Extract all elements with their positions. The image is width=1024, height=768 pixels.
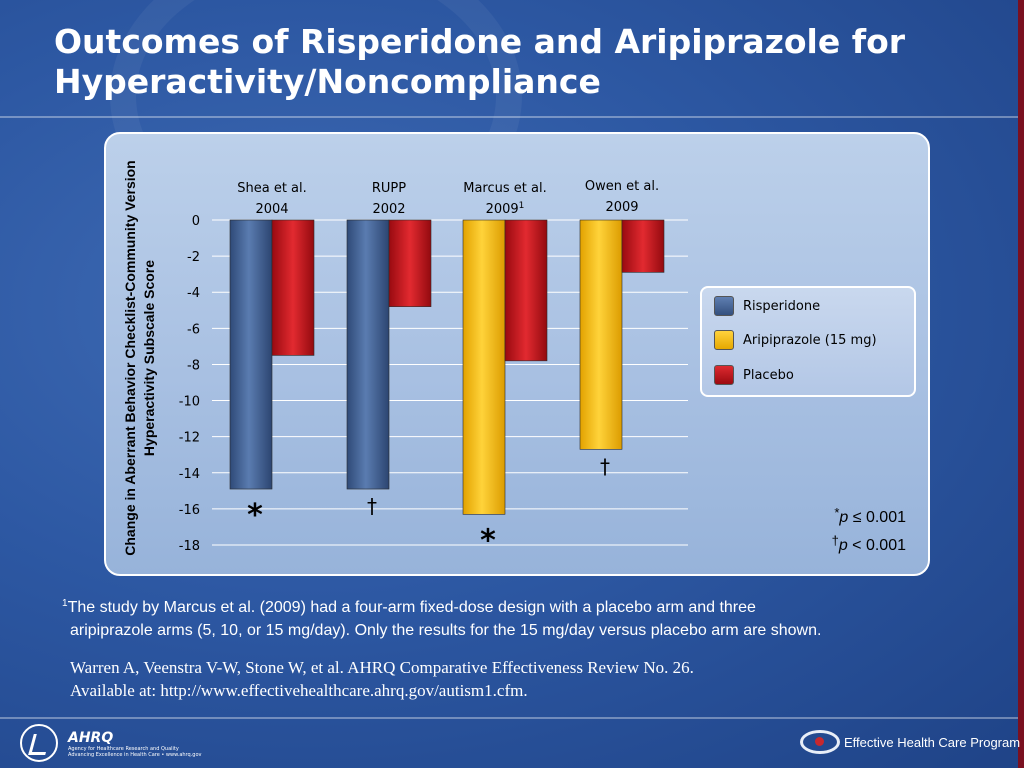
legend-item-placebo: Placebo [714,364,794,386]
slide-edge-accent [1018,0,1024,768]
legend-swatch-risperidone [714,296,734,316]
legend-label-aripiprazole: Aripiprazole (15 mg) [743,332,877,348]
ehc-logo-text: Effective Health Care Program [844,734,1021,750]
category-year: 2004 [255,202,288,217]
legend-label-placebo: Placebo [743,367,794,383]
ahrq-logo: AHRQ Agency for Healthcare Research and … [68,730,218,762]
ahrq-tagline-1: Agency for Healthcare Research and Quali… [68,746,179,752]
y-tick-label: -2 [187,250,200,265]
y-tick-label: -14 [179,467,200,482]
category-label: RUPP [372,181,406,196]
category-year: 2009 [605,200,638,215]
legend-swatch-placebo [714,365,734,385]
y-tick-label: -4 [187,286,200,301]
y-tick-label: -8 [187,358,200,373]
title-divider [0,116,1018,118]
slide-title: Outcomes of Risperidone and Aripiprazole… [54,22,906,101]
footnote: 1The study by Marcus et al. (2009) had a… [62,592,962,642]
significance-marker: * [480,523,496,558]
significance-value: < 0.001 [852,537,906,554]
bar-placebo [388,219,432,307]
y-tick-label: 0 [192,214,200,229]
footnote-line-1: 1The study by Marcus et al. (2009) had a… [62,592,962,619]
citation-line-1: Warren A, Veenstra V-W, Stone W, et al. … [70,658,694,677]
significance-marker: * [247,498,263,533]
significance-value: ≤ 0.001 [852,509,906,526]
effective-health-care-logo: Effective Health Care Program [800,730,1020,754]
significance-symbol: * [834,505,840,520]
legend-swatch-aripiprazole [714,330,734,350]
significance-marker: † [600,454,610,478]
footnote-text-1: The study by Marcus et al. (2009) had a … [67,599,756,616]
ahrq-logo-mark: AHRQ [68,730,114,746]
bar-risperidone [346,219,390,490]
bar-placebo [504,219,548,362]
y-tick-label: -12 [179,431,200,446]
significance-p: p [839,509,849,526]
category-year: 20091 [486,201,525,217]
legend-item-risperidone: Risperidone [714,295,820,317]
citation-line-2: Available at: http://www.effectivehealth… [70,681,528,700]
significance-note-dagger: †p < 0.001 [780,533,906,555]
significance-note-star: *p ≤ 0.001 [780,505,906,527]
bar-risperidone [229,219,273,490]
footnote-line-2: aripiprazole arms (5, 10, or 15 mg/day).… [70,622,822,639]
footnote-marker: 1 [62,598,68,609]
ahrq-tagline-2: Advancing Excellence in Health Care • ww… [68,752,202,758]
y-tick-label: -10 [179,395,200,410]
significance-p: p [838,537,848,554]
category-label: Marcus et al. [463,181,546,196]
chart-legend: Risperidone Aripiprazole (15 mg) Placebo [700,286,916,397]
y-tick-label: -16 [179,503,200,518]
y-tick-label: -18 [179,539,200,554]
bar-placebo [271,219,315,356]
hhs-eagle-logo [20,724,58,762]
significance-marker: † [367,494,377,518]
bar-placebo [621,219,665,273]
bar-aripiprazole [579,219,623,450]
category-footnote-marker: 1 [519,201,525,211]
legend-label-risperidone: Risperidone [743,298,821,314]
significance-symbol: † [831,533,839,548]
bar-aripiprazole [462,219,506,515]
legend-item-aripiprazole: Aripiprazole (15 mg) [714,329,877,351]
category-label: Owen et al. [585,179,659,194]
category-label: Shea et al. [237,181,307,196]
citation: Warren A, Veenstra V-W, Stone W, et al. … [70,656,950,702]
ehc-emblem-icon [800,730,840,754]
category-year: 2002 [372,202,405,217]
y-tick-label: -6 [187,322,200,337]
footer-divider [0,717,1018,719]
